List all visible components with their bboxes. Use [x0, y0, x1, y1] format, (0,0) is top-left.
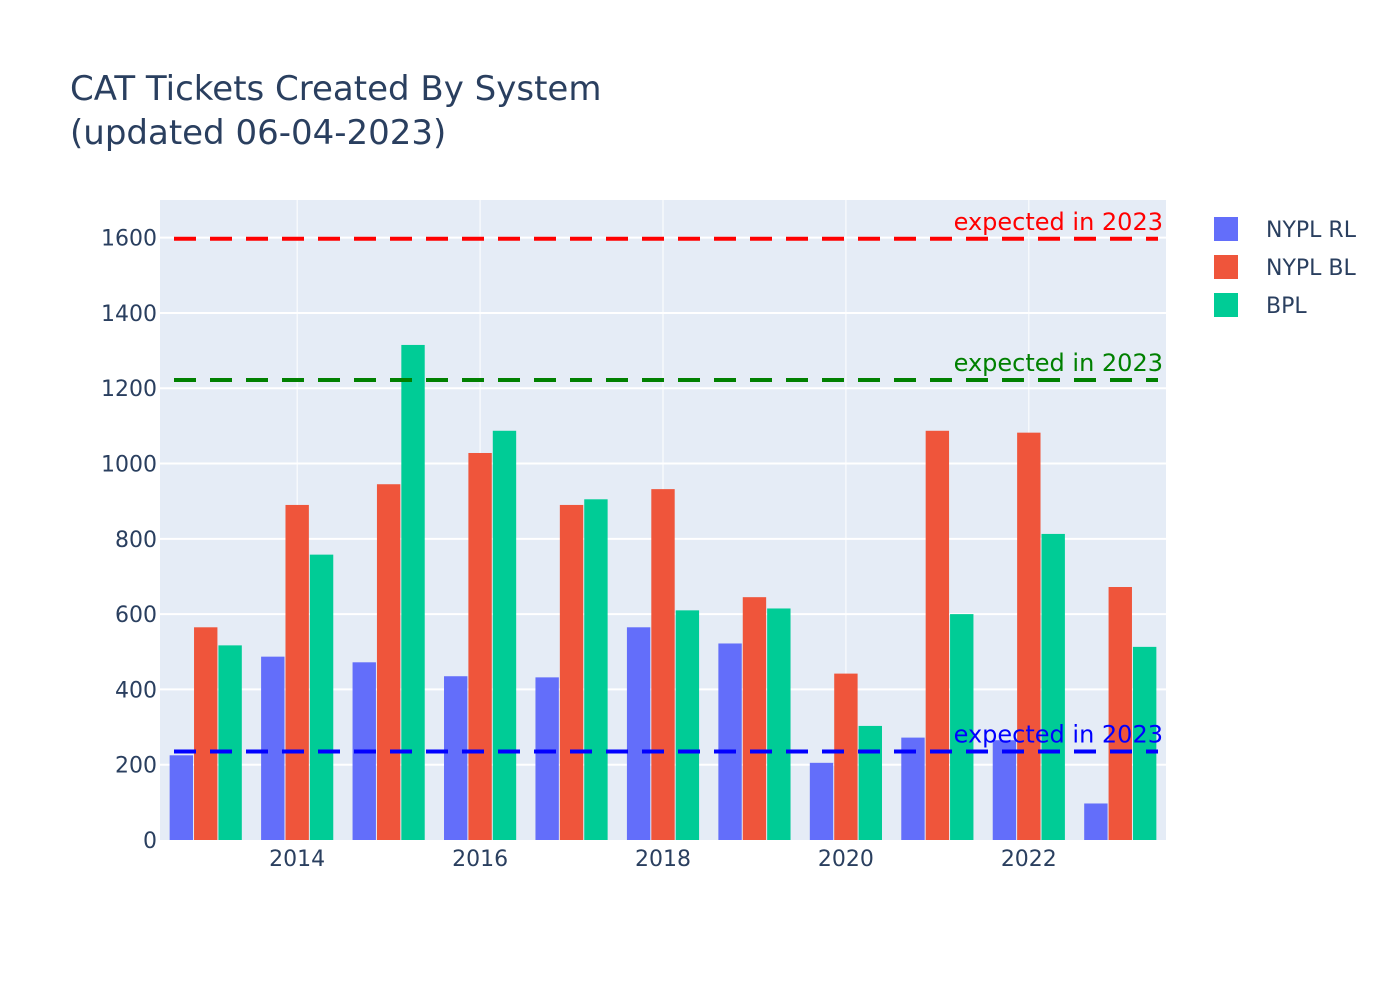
y-tick-label: 0 — [143, 829, 157, 854]
bar-bpl-2014[interactable] — [309, 554, 334, 840]
bar-nypl-bl-2013[interactable] — [194, 627, 218, 840]
bar-bpl-2013[interactable] — [218, 645, 242, 840]
reference-line-label: expected in 2023 — [954, 208, 1163, 236]
bar-bpl-2019[interactable] — [767, 608, 791, 840]
bar-nypl-rl-2018[interactable] — [626, 627, 651, 840]
bars — [169, 344, 1157, 840]
bar-bpl-2022[interactable] — [1041, 533, 1065, 840]
bar-nypl-bl-2016[interactable] — [468, 452, 492, 840]
x-tick-label: 2022 — [1001, 847, 1057, 872]
bar-bpl-2021[interactable] — [950, 614, 974, 840]
bar-nypl-bl-2014[interactable] — [285, 504, 309, 840]
chart-title-line2: (updated 06-04-2023) — [70, 113, 446, 153]
x-tick-label: 2020 — [818, 847, 874, 872]
bar-bpl-2020[interactable] — [858, 725, 882, 840]
y-tick-label: 1000 — [101, 453, 157, 478]
bar-nypl-rl-2016[interactable] — [444, 676, 468, 840]
y-tick-label: 400 — [115, 678, 157, 703]
bar-nypl-rl-2021[interactable] — [901, 737, 925, 840]
y-tick-label: 1600 — [101, 227, 157, 252]
bar-nypl-rl-2013[interactable] — [169, 755, 194, 840]
bar-nypl-bl-2020[interactable] — [834, 673, 858, 840]
legend-label: NYPL RL — [1266, 218, 1357, 243]
y-tick-label: 200 — [115, 754, 157, 779]
bar-nypl-bl-2022[interactable] — [1017, 432, 1041, 840]
x-tick-label: 2014 — [269, 847, 325, 872]
legend[interactable]: NYPL RL NYPL BL BPL — [1214, 217, 1357, 319]
bar-bpl-2017[interactable] — [584, 499, 608, 840]
reference-line-label: expected in 2023 — [954, 349, 1163, 377]
bar-nypl-rl-2022[interactable] — [992, 740, 1017, 840]
reference-line-label: expected in 2023 — [954, 721, 1163, 749]
legend-item-bpl[interactable]: BPL — [1214, 293, 1307, 319]
y-axis-ticks: 0 200 400 600 800 1000 1200 1400 1600 — [101, 227, 157, 854]
bar-nypl-bl-2019[interactable] — [742, 597, 767, 840]
legend-item-nypl-rl[interactable]: NYPL RL — [1214, 217, 1357, 243]
legend-swatch — [1214, 255, 1238, 279]
bar-nypl-bl-2023[interactable] — [1108, 587, 1132, 840]
chart-title-line1: CAT Tickets Created By System — [70, 69, 601, 109]
legend-label: NYPL BL — [1266, 256, 1357, 281]
y-tick-label: 600 — [115, 603, 157, 628]
bar-bpl-2018[interactable] — [675, 610, 700, 840]
x-tick-label: 2018 — [635, 847, 691, 872]
bar-nypl-bl-2015[interactable] — [376, 484, 401, 840]
bar-nypl-rl-2020[interactable] — [809, 762, 834, 840]
bar-bpl-2015[interactable] — [401, 344, 425, 840]
x-tick-label: 2016 — [452, 847, 508, 872]
bar-nypl-bl-2017[interactable] — [559, 504, 584, 840]
y-tick-label: 800 — [115, 528, 157, 553]
bar-nypl-bl-2018[interactable] — [651, 489, 675, 840]
bar-nypl-rl-2014[interactable] — [261, 656, 285, 840]
legend-item-nypl-bl[interactable]: NYPL BL — [1214, 255, 1357, 281]
bar-nypl-rl-2017[interactable] — [535, 677, 559, 840]
bar-bpl-2016[interactable] — [492, 430, 517, 840]
legend-swatch — [1214, 217, 1238, 241]
bar-nypl-bl-2021[interactable] — [925, 430, 950, 840]
y-tick-label: 1200 — [101, 377, 157, 402]
x-axis-ticks: 2014 2016 2018 2020 2022 — [269, 847, 1057, 872]
y-tick-label: 1400 — [101, 302, 157, 327]
legend-label: BPL — [1266, 294, 1307, 319]
bar-nypl-rl-2019[interactable] — [718, 643, 742, 840]
legend-swatch — [1214, 293, 1238, 317]
reference-lines: expected in 2023 expected in 2023 expected… — [174, 208, 1163, 754]
bar-bpl-2023[interactable] — [1132, 646, 1157, 840]
bar-nypl-rl-2023[interactable] — [1084, 803, 1108, 840]
